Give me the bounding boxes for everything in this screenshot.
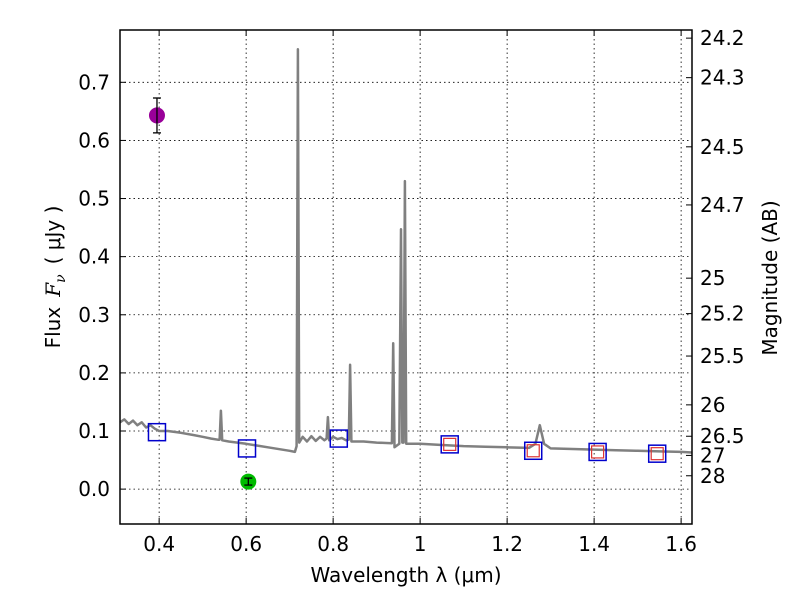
right-tick-label: 25.5 [700, 344, 745, 368]
plot-frame [119, 29, 693, 525]
y-tick-label: 0.1 [78, 419, 110, 443]
x-tick-label: 1.2 [491, 532, 523, 556]
y-tick-label: 0.4 [78, 245, 110, 269]
x-tick-label: 0.4 [143, 532, 175, 556]
photometry-box [523, 441, 543, 461]
grid-lines [120, 30, 692, 524]
series-layer [119, 47, 693, 454]
right-tick-label: 26 [700, 393, 725, 417]
right-tick-label: 27 [700, 443, 725, 467]
y-tick-label: 0.7 [78, 70, 110, 94]
right-tick-label: 25.2 [700, 302, 745, 326]
x-tick-label: 1.6 [665, 532, 697, 556]
y-tick-label: 0.3 [78, 303, 110, 327]
x-tick-label: 0.6 [230, 532, 262, 556]
y-tick-label: 0.0 [78, 477, 110, 501]
photometry-box [329, 429, 349, 448]
photometry-box [440, 435, 459, 454]
right-tick-label: 24.3 [700, 66, 745, 90]
y-axis-label: Flux Fν ( μJy ) [41, 206, 69, 349]
y-tick-label: 0.5 [78, 187, 110, 211]
x-tick-label: 1.4 [578, 532, 610, 556]
right-tick-label: 24.7 [700, 193, 745, 217]
right-tick-label: 25 [700, 266, 725, 290]
photometry-box [647, 444, 667, 463]
right-tick-label: 28 [700, 464, 725, 488]
marker-layer [147, 97, 667, 490]
tick-layer: 0.4 0.6 0.8 1 1.2 1.4 1.6 0.0 0.1 0.2 0.3 0.4 0.5 0.6… [78, 26, 744, 556]
y-axis-label-prefix: Flux [41, 307, 65, 349]
model-marker [591, 445, 605, 459]
y-tick-label: 0.6 [78, 128, 110, 152]
y-axis-label-subscript: ν [53, 274, 69, 283]
model-marker [650, 447, 664, 461]
x-tick-label: 1 [414, 532, 427, 556]
spectrum-line [119, 47, 693, 454]
right-tick-label: 24.2 [700, 26, 745, 50]
y-axis-label-units: ( μJy ) [41, 206, 65, 265]
right-tick-label: 26.5 [700, 424, 745, 448]
right-axis-label: Magnitude (AB) [758, 200, 782, 355]
right-tick-label: 24.5 [700, 135, 745, 159]
y-axis-label-symbol: F [41, 282, 65, 298]
model-marker [443, 437, 457, 451]
y-tick-label: 0.2 [78, 361, 110, 385]
photometry-box [237, 439, 257, 458]
x-axis-label: Wavelength λ (μm) [310, 563, 501, 587]
model-marker [526, 444, 540, 458]
x-tick-label: 0.8 [317, 532, 349, 556]
photometry-box [588, 442, 607, 462]
photometry-box [147, 422, 167, 442]
